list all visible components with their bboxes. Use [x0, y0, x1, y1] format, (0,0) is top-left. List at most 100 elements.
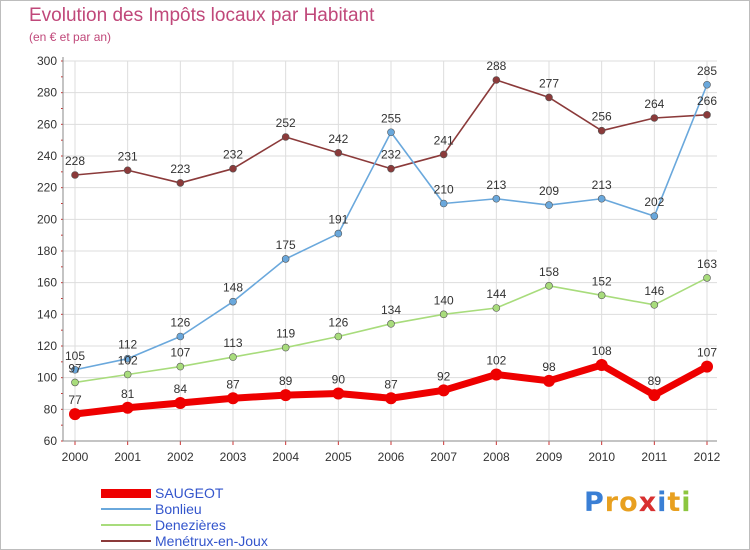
- legend-item: SAUGEOT: [101, 485, 268, 501]
- data-point-menetrux-en-joux: [597, 126, 606, 135]
- data-label-denezieres: 102: [118, 354, 138, 368]
- data-label-denezieres: 97: [68, 361, 82, 375]
- data-point-menetrux-en-joux: [123, 166, 132, 175]
- data-point-saugeot: [174, 397, 187, 409]
- data-point-bonlieu: [597, 194, 606, 203]
- data-label-saugeot: 98: [542, 360, 556, 374]
- data-label-saugeot: 81: [121, 387, 135, 401]
- data-point-bonlieu: [176, 332, 185, 341]
- y-tick-label: 260: [37, 117, 57, 131]
- logo-letter: x: [638, 487, 658, 518]
- data-point-saugeot: [227, 392, 239, 405]
- data-point-saugeot: [279, 389, 292, 402]
- data-point-bonlieu: [71, 365, 79, 374]
- data-label-denezieres: 158: [539, 265, 559, 279]
- data-label-bonlieu: 112: [118, 338, 137, 352]
- data-label-denezieres: 126: [328, 316, 348, 330]
- data-point-denezieres: [545, 282, 553, 290]
- x-tick-label: 2003: [220, 450, 247, 464]
- data-label-menetrux-en-joux: 242: [328, 132, 348, 146]
- data-point-menetrux-en-joux: [703, 111, 711, 119]
- data-label-bonlieu: 210: [434, 183, 454, 197]
- x-tick-label: 2010: [588, 450, 615, 464]
- data-point-menetrux-en-joux: [545, 93, 553, 102]
- data-label-denezieres: 113: [223, 336, 242, 350]
- data-point-denezieres: [123, 370, 132, 379]
- data-point-menetrux-en-joux: [334, 149, 343, 157]
- legend-item: Menétrux-en-Joux: [101, 533, 268, 549]
- proxiti-logo: Proxiti: [584, 487, 692, 518]
- legend-label: Menétrux-en-Joux: [155, 533, 268, 549]
- data-point-saugeot: [543, 374, 555, 387]
- data-point-saugeot: [701, 360, 713, 373]
- data-label-saugeot: 87: [384, 377, 398, 391]
- data-point-bonlieu: [334, 229, 343, 238]
- data-point-saugeot: [385, 392, 397, 405]
- x-tick-label: 2012: [694, 450, 721, 464]
- data-point-denezieres: [703, 274, 711, 282]
- data-label-menetrux-en-joux: 232: [223, 148, 243, 162]
- data-label-menetrux-en-joux: 256: [592, 110, 612, 124]
- data-label-denezieres: 140: [434, 293, 454, 307]
- y-tick-label: 100: [37, 371, 57, 385]
- data-label-saugeot: 108: [592, 344, 612, 358]
- data-label-menetrux-en-joux: 223: [170, 162, 190, 176]
- chart-subtitle: (en € et par an): [29, 30, 112, 44]
- x-tick-label: 2001: [114, 450, 141, 464]
- data-point-menetrux-en-joux: [71, 171, 79, 179]
- data-point-bonlieu: [387, 128, 395, 137]
- data-point-bonlieu: [123, 354, 132, 363]
- data-label-bonlieu: 285: [697, 64, 717, 78]
- data-point-saugeot: [69, 408, 81, 421]
- data-point-menetrux-en-joux: [281, 133, 290, 141]
- data-point-menetrux-en-joux: [387, 164, 395, 173]
- data-label-saugeot: 77: [68, 393, 82, 407]
- data-label-saugeot: 89: [279, 374, 293, 388]
- x-tick-label: 2002: [167, 450, 194, 464]
- data-point-denezieres: [597, 291, 606, 300]
- data-label-bonlieu: 126: [170, 316, 190, 330]
- legend-swatch: [101, 508, 151, 510]
- data-label-menetrux-en-joux: 231: [118, 149, 138, 163]
- y-tick-label: 180: [37, 244, 57, 258]
- data-point-saugeot: [595, 359, 608, 371]
- data-label-menetrux-en-joux: 232: [381, 148, 401, 162]
- y-tick-label: 60: [44, 434, 58, 448]
- x-tick-label: 2009: [536, 450, 563, 464]
- data-point-denezieres: [334, 332, 343, 341]
- data-point-menetrux-en-joux: [439, 150, 448, 159]
- data-label-menetrux-en-joux: 277: [539, 76, 559, 90]
- data-label-saugeot: 102: [486, 354, 506, 368]
- logo-letter: i: [681, 487, 692, 518]
- chart-legend: SAUGEOT Bonlieu Denezières Menétrux-en-Joux: [101, 485, 268, 549]
- data-label-saugeot: 87: [226, 377, 240, 391]
- legend-swatch: [101, 540, 151, 542]
- data-point-saugeot: [648, 389, 661, 402]
- data-label-denezieres: 152: [592, 274, 612, 288]
- data-label-denezieres: 146: [644, 284, 664, 298]
- legend-item: Bonlieu: [101, 501, 268, 517]
- y-tick-label: 120: [37, 339, 57, 353]
- y-tick-label: 300: [37, 54, 57, 68]
- data-label-bonlieu: 105: [65, 349, 85, 363]
- data-label-saugeot: 84: [174, 382, 188, 396]
- y-tick-label: 200: [37, 212, 57, 226]
- legend-swatch: [101, 524, 151, 526]
- y-tick-label: 220: [37, 181, 57, 195]
- logo-letter: t: [667, 487, 682, 518]
- data-point-denezieres: [387, 320, 395, 328]
- data-point-denezieres: [176, 362, 185, 371]
- x-tick-label: 2000: [62, 450, 89, 464]
- data-point-bonlieu: [650, 212, 659, 220]
- legend-item: Denezières: [101, 517, 268, 533]
- data-point-saugeot: [490, 368, 503, 381]
- logo-letter: o: [619, 487, 639, 518]
- x-tick-label: 2008: [483, 450, 510, 464]
- y-tick-label: 80: [44, 402, 58, 416]
- data-point-denezieres: [492, 304, 501, 312]
- data-point-denezieres: [439, 310, 448, 319]
- logo-letter: r: [604, 487, 620, 518]
- data-label-saugeot: 90: [332, 373, 346, 387]
- data-label-menetrux-en-joux: 228: [65, 154, 85, 168]
- data-label-bonlieu: 213: [592, 178, 612, 192]
